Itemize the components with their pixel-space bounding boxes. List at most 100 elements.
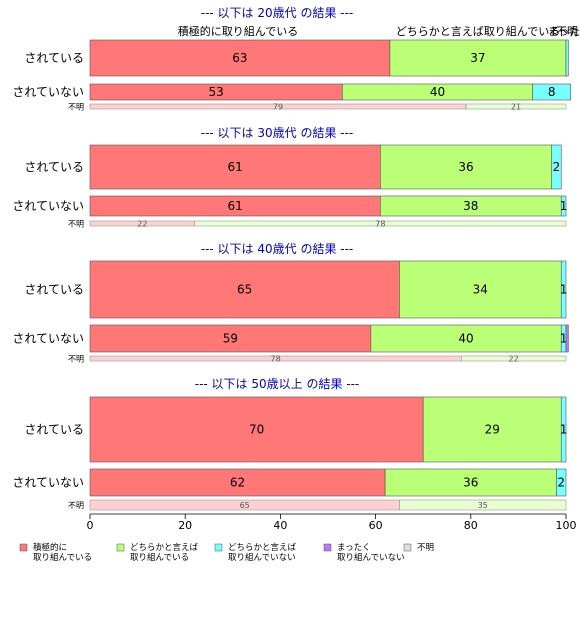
data-label: 62 xyxy=(230,476,245,490)
data-label: 2 xyxy=(557,476,565,490)
legend-swatch xyxy=(19,543,28,552)
tick-label: 20 xyxy=(178,519,192,532)
data-label: 36 xyxy=(463,476,478,490)
bar-segment xyxy=(399,499,567,511)
data-label: 53 xyxy=(208,85,223,99)
data-label: 40 xyxy=(458,332,473,346)
bar-segment xyxy=(89,324,372,353)
bar-segment xyxy=(532,83,572,101)
data-label: 59 xyxy=(223,332,238,346)
bar-segment xyxy=(460,355,567,362)
legend-label: 取り組んでいない xyxy=(228,552,296,563)
tick-label: 60 xyxy=(369,519,383,532)
header-label-1: 積極的に取り組んでいる xyxy=(178,24,298,38)
legend-label: まったく xyxy=(337,543,371,553)
bar-segment xyxy=(89,468,386,497)
row-label: されている xyxy=(24,423,84,437)
bar-row: 不明 78 22 xyxy=(68,355,567,364)
row-label: されている xyxy=(24,160,84,174)
bar-row: されている 65 34 1 xyxy=(24,260,568,319)
bar-row: されていない 53 40 8 xyxy=(12,83,572,101)
bar-row: されていない 59 40 1 xyxy=(12,324,569,353)
bar-segment xyxy=(389,39,567,77)
row-label: されていない xyxy=(12,476,84,490)
bar-segment xyxy=(556,468,567,497)
tick-label: 100 xyxy=(556,519,577,532)
data-label: 63 xyxy=(232,51,247,65)
panel-title: --- 以下は 50歳以上 の結果 --- xyxy=(195,377,360,391)
legend-swatch xyxy=(323,543,332,552)
bar-segment xyxy=(565,324,569,353)
bar-segment xyxy=(89,144,381,190)
data-label: 65 xyxy=(237,283,252,297)
data-label: 21 xyxy=(511,103,521,112)
bar-segment xyxy=(370,324,562,353)
bar-row: されている 70 29 1 xyxy=(24,396,567,463)
tick-label: 0 xyxy=(87,519,94,532)
data-label: 65 xyxy=(240,501,250,510)
bar-segment xyxy=(565,39,569,77)
data-label: 22 xyxy=(509,355,519,364)
legend-swatch xyxy=(403,543,412,552)
bar-row: 不明 79 21 xyxy=(68,103,567,112)
bar-segment xyxy=(89,260,400,319)
bar-row: 不明 22 78 xyxy=(68,220,567,229)
row-label: 不明 xyxy=(68,220,84,229)
data-label: 36 xyxy=(458,160,473,174)
data-label: 61 xyxy=(228,199,243,213)
data-label: 34 xyxy=(473,283,488,297)
chart-panels: --- 以下は 20歳代 の結果 --- されている 63 37 されていない 53 40 8… xyxy=(12,6,572,511)
legend-swatch xyxy=(116,543,125,552)
legend-label: 積極的に xyxy=(33,542,67,553)
row-label: 不明 xyxy=(68,355,84,364)
data-label: 38 xyxy=(463,199,478,213)
legend-swatch xyxy=(214,543,223,552)
data-label: 29 xyxy=(485,423,500,437)
row-label: されていない xyxy=(12,199,84,213)
bar-segment xyxy=(399,260,562,319)
legend-label: 取り組んでいない xyxy=(337,552,405,563)
panel-2: --- 以下は 30歳代 の結果 --- されている 61 36 2 されていない 61 38… xyxy=(12,126,567,229)
data-label: 22 xyxy=(137,220,147,229)
bar-segment xyxy=(551,144,562,190)
data-label: 8 xyxy=(548,85,556,99)
data-label: 78 xyxy=(271,355,281,364)
legend-label: 取り組んでいる xyxy=(130,552,189,563)
data-label: 61 xyxy=(228,160,243,174)
legend-label: どちらかと言えば xyxy=(228,542,297,553)
legend-item: 不明 xyxy=(403,543,434,553)
bar-row: されていない 62 36 2 xyxy=(12,468,567,497)
data-label: 2 xyxy=(553,160,561,174)
legend-item: 積極的に取り組んでいる xyxy=(19,542,92,563)
data-label: 1 xyxy=(560,283,568,297)
data-label: 1 xyxy=(560,199,568,213)
panel-1: --- 以下は 20歳代 の結果 --- されている 63 37 されていない 53 40 8… xyxy=(12,6,572,112)
header-label-2: どちらかと言えば取り組んでいる xyxy=(396,25,560,38)
bar-row: 不明 65 35 xyxy=(68,499,567,511)
data-label: 70 xyxy=(249,423,264,437)
panel-title: --- 以下は 40歳代 の結果 --- xyxy=(201,242,354,256)
bar-segment xyxy=(422,396,562,463)
bar-segment xyxy=(560,260,567,319)
legend-label: どちらかと言えば xyxy=(130,542,199,553)
data-label: 40 xyxy=(430,85,445,99)
row-label: されていない xyxy=(12,85,84,99)
bar-row: されている 61 36 2 xyxy=(24,144,562,190)
row-label: されている xyxy=(24,283,84,297)
legend-item: どちらかと言えば取り組んでいる xyxy=(116,542,199,563)
row-label: されている xyxy=(24,51,84,65)
data-label: 37 xyxy=(470,51,485,65)
legend: 積極的に取り組んでいるどちらかと言えば取り組んでいるどちらかと言えば取り組んでい… xyxy=(19,542,434,563)
bar-row: されている 63 37 xyxy=(24,39,569,77)
header-label-4: 不明 xyxy=(556,25,578,38)
data-label: 35 xyxy=(478,501,488,510)
panel-3: --- 以下は 40歳代 の結果 --- されている 65 34 1 されていない 59 40… xyxy=(12,242,569,364)
bar-segment xyxy=(89,396,424,463)
bar-segment xyxy=(560,396,567,463)
tick-label: 80 xyxy=(464,519,478,532)
legend-label: 不明 xyxy=(417,543,434,553)
bar-segment xyxy=(194,220,567,227)
row-label: 不明 xyxy=(68,501,84,510)
data-label: 1 xyxy=(560,332,568,346)
